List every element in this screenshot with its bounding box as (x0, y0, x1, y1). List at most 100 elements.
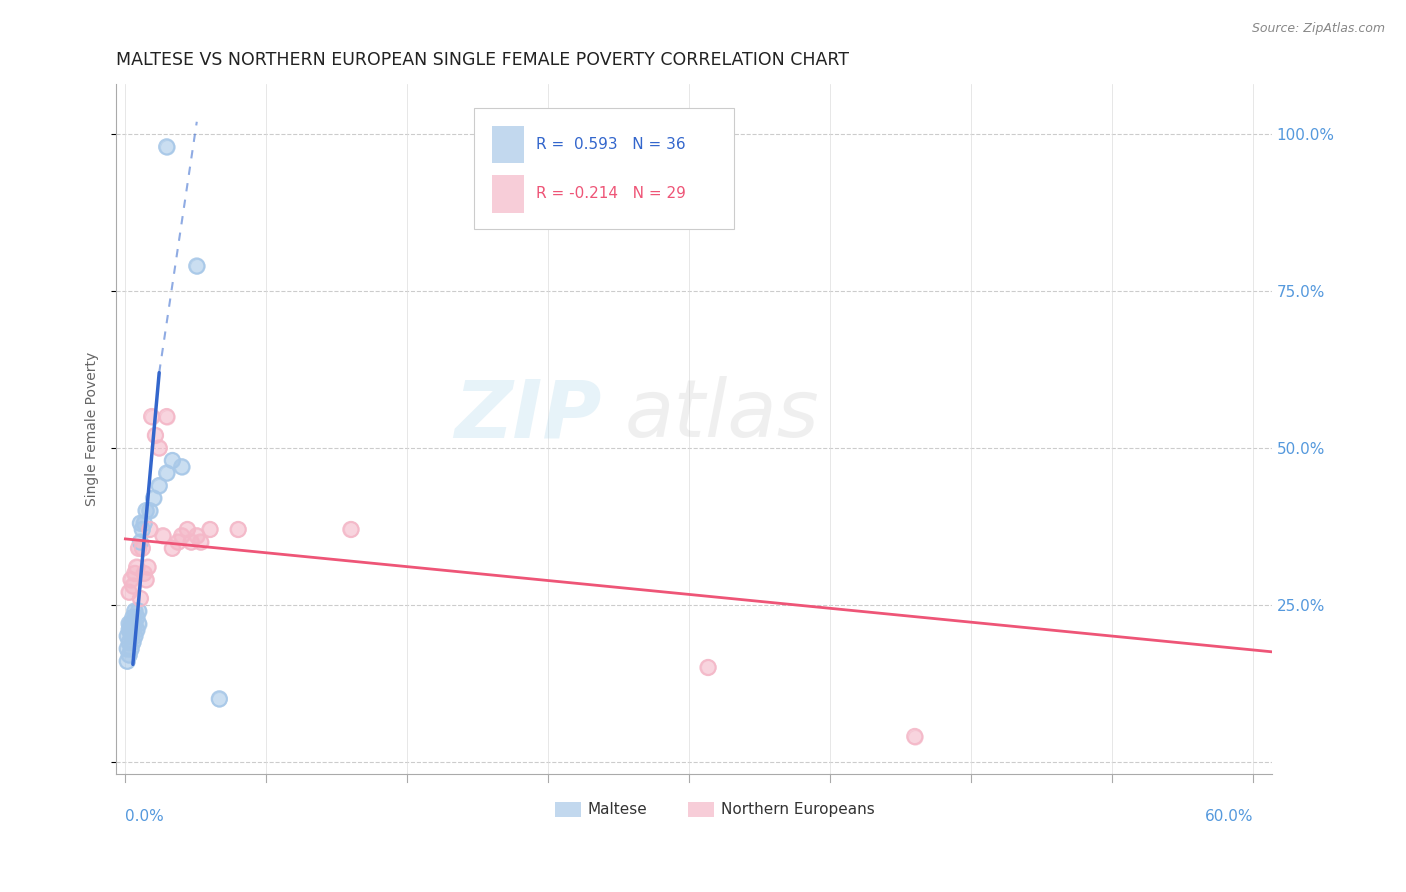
Text: MALTESE VS NORTHERN EUROPEAN SINGLE FEMALE POVERTY CORRELATION CHART: MALTESE VS NORTHERN EUROPEAN SINGLE FEMA… (115, 51, 849, 69)
Point (148, 478, 170, 492)
Point (117, 654, 139, 668)
Point (120, 641, 142, 656)
Point (122, 623, 145, 637)
Point (134, 516, 156, 531)
Text: R =  0.593   N = 36: R = 0.593 N = 36 (536, 136, 685, 152)
Point (136, 560, 159, 574)
Point (122, 579, 145, 593)
Point (118, 616, 141, 631)
Point (180, 535, 202, 549)
Point (190, 535, 212, 549)
Point (128, 604, 150, 618)
Point (134, 566, 156, 581)
Text: 0.0%: 0.0% (125, 809, 165, 823)
Point (226, 523, 249, 537)
Point (124, 629, 146, 643)
Point (131, 541, 153, 556)
Point (340, 523, 363, 537)
Point (128, 616, 150, 631)
Point (139, 523, 162, 537)
Point (167, 535, 190, 549)
Point (122, 635, 145, 649)
Point (129, 516, 152, 531)
Point (120, 629, 142, 643)
Point (129, 535, 152, 549)
Point (135, 504, 157, 518)
Point (141, 409, 163, 424)
Point (186, 529, 208, 543)
Point (904, 730, 927, 744)
Point (125, 610, 148, 624)
Point (120, 573, 142, 587)
Point (129, 516, 152, 531)
Point (125, 623, 148, 637)
Point (170, 459, 193, 474)
Point (118, 648, 141, 662)
Point (120, 641, 142, 656)
Point (124, 604, 146, 618)
Point (904, 730, 927, 744)
Point (134, 566, 156, 581)
Point (141, 409, 163, 424)
Point (131, 541, 153, 556)
Point (162, 541, 184, 556)
Point (186, 529, 208, 543)
Point (142, 491, 165, 505)
Point (145, 428, 167, 442)
Point (118, 585, 141, 599)
Point (118, 616, 141, 631)
Text: ZIP: ZIP (454, 376, 602, 454)
Point (129, 591, 152, 606)
Point (162, 453, 184, 467)
Point (117, 641, 139, 656)
Point (148, 441, 170, 455)
Text: R = -0.214   N = 29: R = -0.214 N = 29 (536, 186, 686, 202)
Point (162, 453, 184, 467)
Text: atlas: atlas (624, 376, 820, 454)
Point (142, 491, 165, 505)
Point (118, 623, 141, 637)
Point (162, 541, 184, 556)
Point (156, 140, 179, 154)
Point (118, 635, 141, 649)
Bar (492, 126, 524, 163)
Point (180, 535, 202, 549)
Point (120, 623, 142, 637)
Text: 60.0%: 60.0% (1205, 809, 1253, 823)
Point (117, 629, 139, 643)
Point (176, 523, 198, 537)
Point (125, 610, 148, 624)
Text: Northern Europeans: Northern Europeans (720, 802, 875, 817)
Point (340, 523, 363, 537)
Point (697, 660, 720, 674)
Point (117, 641, 139, 656)
Point (122, 579, 145, 593)
Point (125, 623, 148, 637)
Point (128, 541, 150, 556)
Point (117, 629, 139, 643)
Text: Source: ZipAtlas.com: Source: ZipAtlas.com (1251, 22, 1385, 36)
Point (139, 504, 162, 518)
Point (125, 560, 148, 574)
Point (186, 259, 208, 273)
Point (120, 616, 142, 631)
Point (136, 560, 159, 574)
Point (122, 616, 145, 631)
Point (208, 691, 231, 706)
Point (170, 459, 193, 474)
Point (124, 604, 146, 618)
Point (124, 566, 146, 581)
Point (131, 523, 153, 537)
Bar (555, 802, 581, 817)
Point (198, 523, 221, 537)
Bar (492, 175, 524, 213)
Point (129, 591, 152, 606)
Point (135, 573, 157, 587)
Y-axis label: Single Female Poverty: Single Female Poverty (86, 352, 100, 507)
Point (135, 573, 157, 587)
FancyBboxPatch shape (474, 108, 734, 229)
Point (118, 585, 141, 599)
Point (145, 428, 167, 442)
Point (156, 466, 179, 480)
Point (120, 629, 142, 643)
